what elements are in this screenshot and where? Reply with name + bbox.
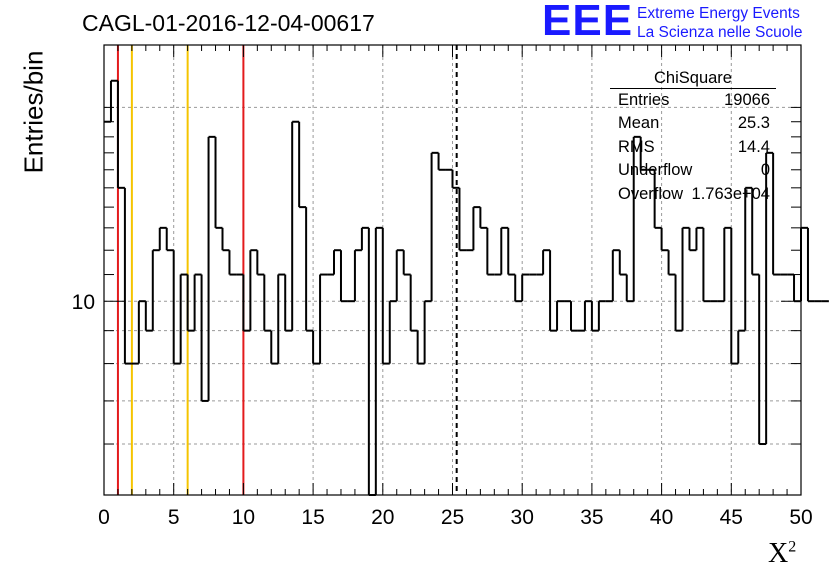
x-tick-label: 5 (168, 506, 180, 529)
stats-label: Entries (618, 91, 670, 109)
grid (104, 45, 801, 495)
stats-value: 14.4 (737, 137, 770, 156)
x-tick-label: 40 (650, 506, 673, 529)
x-axis-label-main: X (768, 538, 789, 569)
stats-row-entries: Entries 19066 (610, 89, 776, 112)
stats-box: ChiSquare Entries 19066 Mean 25.3 RMS 14… (610, 66, 776, 206)
stats-value: 25.3 (737, 114, 770, 133)
y-axis-label: Entries/bin (18, 50, 49, 174)
stats-box-title: ChiSquare (610, 66, 776, 89)
stats-label: Mean (618, 114, 660, 133)
logo-text-line2: La Scienza nelle Scuole (637, 24, 803, 41)
x-tick-label: 30 (511, 506, 534, 529)
stats-row-rms: RMS 14.4 (610, 136, 776, 159)
stats-value: 0 (760, 161, 770, 180)
stats-row-overflow: Overflow 1.763e+04 (610, 183, 776, 206)
x-tick-label: 15 (301, 506, 324, 529)
tick-labels: 0 5 10 15 20 25 30 35 40 45 50 10 (72, 291, 813, 529)
stats-label: Overflow (618, 184, 684, 203)
y-tick-label: 10 (72, 291, 95, 314)
stats-label: RMS (618, 137, 655, 156)
chart-title: CAGL-01-2016-12-04-00617 (82, 10, 375, 36)
x-tick-label: 45 (720, 506, 743, 529)
stats-value: 1.763e+04 (691, 184, 770, 203)
stats-value: 19066 (724, 91, 770, 109)
x-axis-label-superscript: 2 (788, 538, 797, 556)
stats-label: Underflow (618, 161, 693, 180)
x-tick-label: 50 (789, 506, 812, 529)
stats-row-underflow: Underflow 0 (610, 159, 776, 182)
x-axis-label: X2 (768, 538, 796, 570)
x-tick-label: 0 (98, 506, 110, 529)
x-tick-label: 10 (232, 506, 255, 529)
x-tick-label: 25 (441, 506, 464, 529)
axis-ticks (103, 45, 802, 495)
logo-mark: EEE (542, 0, 634, 45)
histogram-series (104, 79, 829, 496)
stats-row-mean: Mean 25.3 (610, 112, 776, 135)
reference-lines (116, 45, 458, 495)
logo-text-line1: Extreme Energy Events (637, 5, 800, 22)
x-tick-label: 35 (580, 506, 603, 529)
x-tick-label: 20 (371, 506, 394, 529)
